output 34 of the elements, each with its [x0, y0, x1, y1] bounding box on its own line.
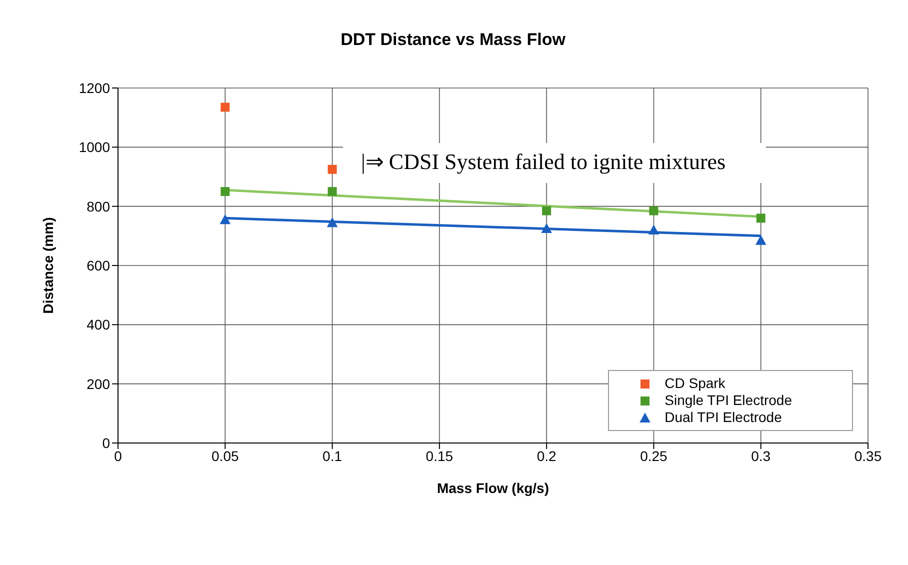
y-axis-title: Distance (mm): [40, 217, 56, 314]
y-tick-label: 1200: [78, 80, 110, 96]
legend-label: Single TPI Electrode: [664, 392, 792, 409]
point: [541, 223, 552, 234]
y-tick-label: 400: [86, 316, 110, 333]
x-tick-label: 0.15: [426, 448, 454, 464]
annotation: |⇒ CDSI System failed to ignite mixtures: [343, 143, 766, 183]
point: [542, 206, 552, 216]
chart-title: DDT Distance vs Mass Flow: [340, 30, 566, 50]
point: [326, 217, 338, 228]
x-tick-label: 0.05: [212, 448, 239, 464]
legend-label: Dual TPI Electrode: [664, 409, 782, 426]
point: [220, 187, 230, 196]
y-tick-label: 600: [86, 257, 110, 274]
y-tick-label: 1000: [78, 139, 110, 156]
x-tick-label: 0: [114, 448, 122, 464]
x-tick-label: 0.3: [751, 448, 771, 464]
y-tick-label: 0: [102, 434, 110, 451]
point: [328, 164, 337, 174]
point: [220, 102, 230, 112]
x-tick-label: 0.35: [854, 448, 882, 464]
legend-label: CD Spark: [664, 375, 726, 392]
y-tick-label: 200: [86, 376, 110, 392]
x-tick-label: 0.25: [640, 448, 668, 464]
point: [220, 214, 231, 224]
point: [328, 187, 337, 196]
x-axis-title: Mass Flow (kg/s): [436, 480, 550, 496]
x-tick-label: 0.2: [536, 448, 557, 464]
y-tick-label: 800: [86, 198, 110, 214]
x-tick-label: 0.1: [322, 448, 342, 464]
point: [756, 214, 766, 223]
point: [755, 234, 766, 245]
point: [648, 224, 660, 234]
point: [649, 206, 658, 216]
